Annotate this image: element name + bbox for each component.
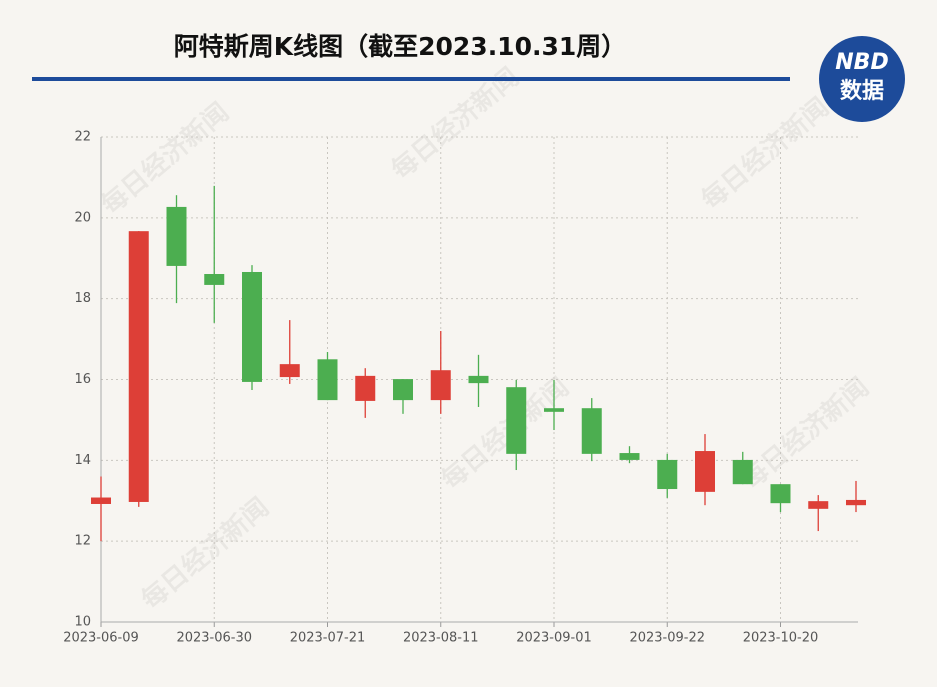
y-tick-label: 12	[74, 534, 91, 549]
y-tick-label: 22	[74, 130, 91, 145]
candle-body	[128, 231, 149, 502]
candle-body	[770, 484, 791, 504]
x-tick-label: 2023-06-30	[176, 631, 252, 646]
candle-body	[468, 375, 489, 384]
logo-text: NBD	[835, 50, 888, 75]
candle-body	[619, 453, 640, 460]
y-tick-label: 10	[74, 615, 91, 630]
candle-body	[544, 408, 564, 412]
candle-body	[279, 364, 300, 378]
chart-title: 阿特斯周K线图（截至2023.10.31周）	[174, 32, 627, 61]
x-tick-label: 2023-07-21	[290, 631, 366, 646]
candle-body	[430, 370, 451, 401]
x-tick-label: 2023-08-11	[403, 631, 479, 646]
candle-body	[166, 206, 187, 266]
candle-body	[657, 459, 678, 490]
x-tick-label: 2023-10-20	[743, 631, 819, 646]
y-tick-label: 14	[74, 453, 91, 468]
candle-body	[355, 375, 376, 401]
logo-circle	[819, 36, 905, 122]
candle-body	[695, 451, 715, 492]
candle-body	[506, 387, 527, 454]
candle-body	[204, 274, 225, 285]
y-tick-label: 16	[74, 372, 91, 387]
candle-body	[732, 459, 753, 485]
x-tick-label: 2023-09-01	[516, 631, 592, 646]
x-tick-label: 2023-09-22	[629, 631, 705, 646]
y-tick-label: 18	[74, 291, 91, 306]
candle-body	[393, 379, 413, 401]
candle-body	[317, 359, 338, 401]
title-underline	[32, 77, 790, 81]
candle-body	[846, 499, 866, 506]
x-tick-label: 2023-06-09	[63, 631, 139, 646]
candle-body	[242, 271, 262, 382]
candle-body	[581, 408, 602, 454]
candle-body	[808, 501, 829, 509]
y-tick-label: 20	[74, 210, 91, 225]
logo-text: 数据	[840, 78, 884, 104]
candle-body	[91, 497, 111, 504]
